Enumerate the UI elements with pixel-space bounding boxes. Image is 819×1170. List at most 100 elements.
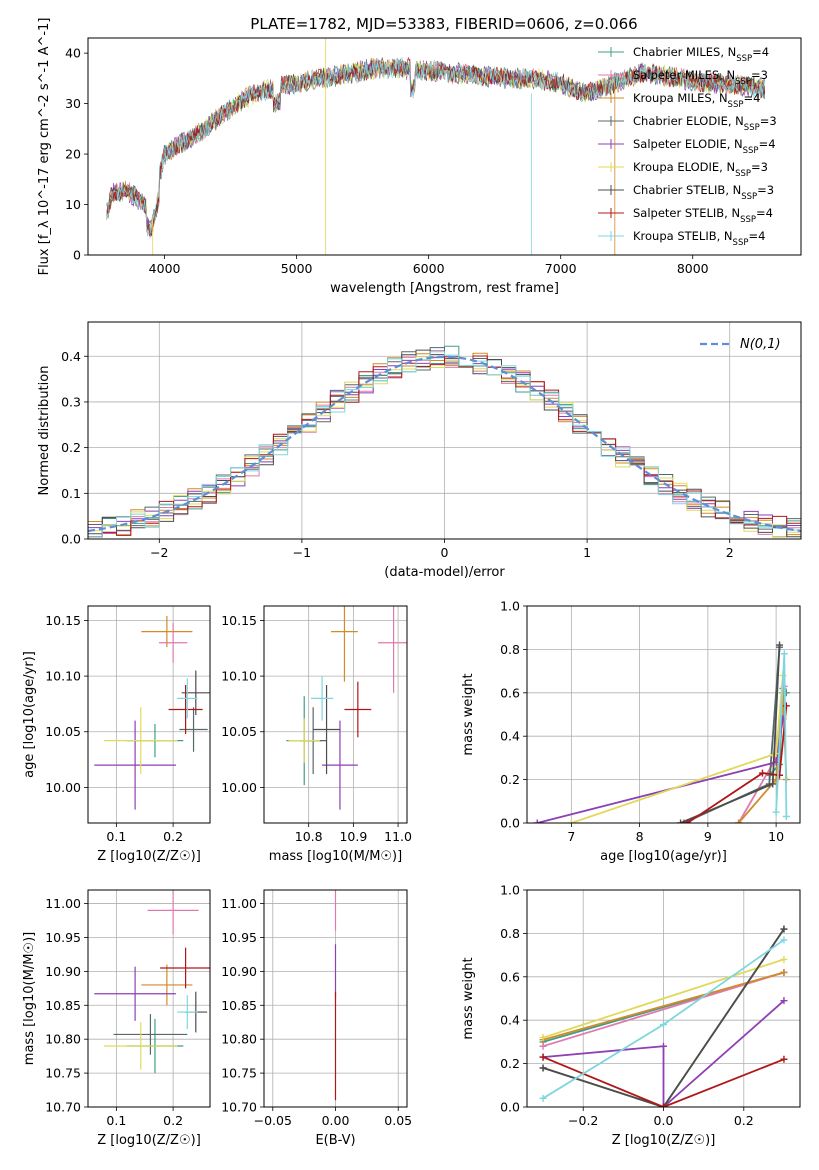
axes-frame xyxy=(87,37,802,256)
y-tick-label: 10.15 xyxy=(221,613,257,628)
weight-marker xyxy=(539,1094,547,1102)
x-axis-label: Z [log10(Z/Z☉)] xyxy=(97,1133,201,1148)
x-tick-label: 8000 xyxy=(677,261,709,276)
y-tick-label: 10.80 xyxy=(221,1032,257,1047)
histogram-step xyxy=(88,355,801,538)
y-tick-label: 0.6 xyxy=(500,685,520,700)
x-tick-label: 6000 xyxy=(413,261,445,276)
y-tick-label: 20 xyxy=(65,147,81,162)
legend-entry: Salpeter ELODIE, NSSP=4 xyxy=(633,137,776,156)
axes-frame xyxy=(87,605,211,824)
y-axis-label: mass weight xyxy=(461,957,476,1039)
y-tick-label: 0.8 xyxy=(500,642,520,657)
figure-title: PLATE=1782, MJD=53383, FIBERID=0606, z=0… xyxy=(250,15,637,33)
weight-marker xyxy=(780,936,788,944)
weight-marker xyxy=(539,1034,547,1042)
y-tick-label: 11.00 xyxy=(45,896,81,911)
weight-marker xyxy=(780,650,788,658)
y-tick-label: 1.0 xyxy=(500,599,520,614)
y-tick-label: 1.0 xyxy=(500,883,520,898)
x-tick-label: 0.1 xyxy=(106,829,126,844)
weight-marker xyxy=(758,769,766,777)
y-tick-label: 0.6 xyxy=(500,969,520,984)
x-tick-label: 0.05 xyxy=(384,1113,412,1128)
z-age-plot xyxy=(94,616,210,810)
weight-marker xyxy=(776,641,784,649)
weight-line xyxy=(542,971,785,1041)
weight-line xyxy=(683,647,781,823)
weight-marker xyxy=(780,1055,788,1063)
x-tick-label: 0.0 xyxy=(654,1113,674,1128)
mass-age-plot xyxy=(286,606,407,810)
residuals-axes: −2 −1 0 1 2 0.0 0.1 0.2 0.3 0.4 (data-model)/error… xyxy=(37,321,802,580)
z-age-axes: 0.1 0.2 10.00 10.05 10.10 10.15 Z [log10(Z/Z☉)… xyxy=(22,605,211,864)
z-mass-axes: 0.1 0.2 10.70 10.75 10.80 10.85 10.90 10.95 11.0… xyxy=(22,889,211,1148)
x-tick-label: −1 xyxy=(293,545,311,560)
x-tick-label: 2 xyxy=(726,545,734,560)
x-tick-label: 10.8 xyxy=(295,829,323,844)
x-tick-label: 0.2 xyxy=(163,829,183,844)
weight-marker xyxy=(677,819,685,823)
weight-marker xyxy=(660,1042,667,1050)
y-tick-label: 40 xyxy=(65,46,81,61)
y-tick-label: 0.4 xyxy=(500,1013,520,1028)
x-tick-label: −0.2 xyxy=(568,1113,598,1128)
weight-line xyxy=(543,1000,785,1107)
legend-entry: Kroupa STELIB, NSSP=4 xyxy=(633,229,765,248)
weight-marker xyxy=(683,819,691,823)
weight-line xyxy=(680,645,781,823)
spectrum-plot xyxy=(106,38,766,255)
x-tick-label: 7 xyxy=(567,829,575,844)
x-tick-label: 7000 xyxy=(545,261,577,276)
y-tick-label: 30 xyxy=(65,96,81,111)
y-tick-label: 0.2 xyxy=(500,772,520,787)
y-tick-label: 10.05 xyxy=(221,724,257,739)
y-tick-label: 10.75 xyxy=(221,1066,257,1081)
x-tick-label: 8 xyxy=(636,829,644,844)
weight-marker xyxy=(780,997,788,1005)
spectrum-line xyxy=(106,57,766,236)
weight-marker xyxy=(772,808,780,816)
x-tick-label: 11.0 xyxy=(384,829,412,844)
legend-entry: Chabrier MILES, NSSP=4 xyxy=(633,45,769,64)
y-tick-label: 0 xyxy=(73,248,81,263)
y-tick-label: 0.1 xyxy=(61,486,81,501)
y-tick-label: 0.2 xyxy=(61,440,81,455)
y-tick-label: 0.2 xyxy=(500,1056,520,1071)
x-tick-label: 10.9 xyxy=(339,829,367,844)
y-tick-label: 0.4 xyxy=(61,349,81,364)
x-tick-label: 4000 xyxy=(149,261,181,276)
legend-entry: Chabrier ELODIE, NSSP=3 xyxy=(633,114,777,133)
legend-entry: Chabrier STELIB, NSSP=3 xyxy=(633,183,774,202)
weight-marker xyxy=(533,819,541,823)
ebv-mass-axes: −0.05 0.00 0.05 10.70 10.75 10.80 10.85 10.90 10… xyxy=(221,889,412,1148)
weight-marker xyxy=(782,702,790,710)
weight-line xyxy=(542,928,785,1107)
x-axis-label: Z [log10(Z/Z☉)] xyxy=(97,849,201,864)
weight-line xyxy=(542,971,785,1048)
x-tick-label: 0.1 xyxy=(106,1113,126,1128)
weight-marker xyxy=(782,812,790,820)
legend-entry: N(0,1) xyxy=(740,337,781,352)
z-weight-plot xyxy=(539,925,788,1107)
age-weight-plot xyxy=(533,641,790,823)
y-axis-label: Normed distribution xyxy=(37,366,52,496)
x-tick-label: 1 xyxy=(583,545,591,560)
y-tick-label: 10.70 xyxy=(221,1100,257,1115)
x-axis-label: wavelength [Angstrom, rest frame] xyxy=(330,281,559,296)
y-tick-label: 0.0 xyxy=(61,532,81,547)
z-weight-axes: −0.2 0.0 0.2 0.0 0.2 0.4 0.6 0.8 1.0 Z [log10(Z/Z… xyxy=(461,883,801,1148)
y-axis-label: mass weight xyxy=(461,673,476,755)
age-weight-axes: 7 8 9 10 0.0 0.2 0.4 0.6 0.8 1.0 age [log10(age/yr… xyxy=(461,599,801,864)
x-axis-label: Z [log10(Z/Z☉)] xyxy=(612,1133,716,1148)
y-tick-label: 10.15 xyxy=(45,613,81,628)
y-tick-label: 10.90 xyxy=(221,964,257,979)
x-tick-label: 5000 xyxy=(281,261,313,276)
x-tick-label: 10 xyxy=(768,829,784,844)
residuals-plot xyxy=(88,345,801,538)
x-axis-label: (data-model)/error xyxy=(384,565,505,580)
axes-frame xyxy=(526,605,801,824)
y-tick-label: 10.80 xyxy=(45,1032,81,1047)
legend-entry: Salpeter STELIB, NSSP=4 xyxy=(633,206,773,225)
y-tick-label: 10 xyxy=(65,197,81,212)
